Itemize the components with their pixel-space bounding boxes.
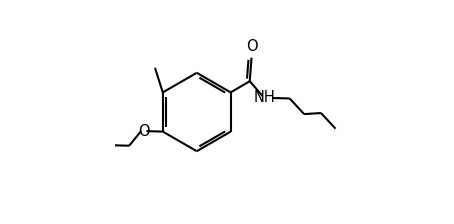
Text: O: O bbox=[138, 124, 149, 139]
Text: NH: NH bbox=[253, 90, 275, 106]
Text: O: O bbox=[247, 39, 258, 54]
